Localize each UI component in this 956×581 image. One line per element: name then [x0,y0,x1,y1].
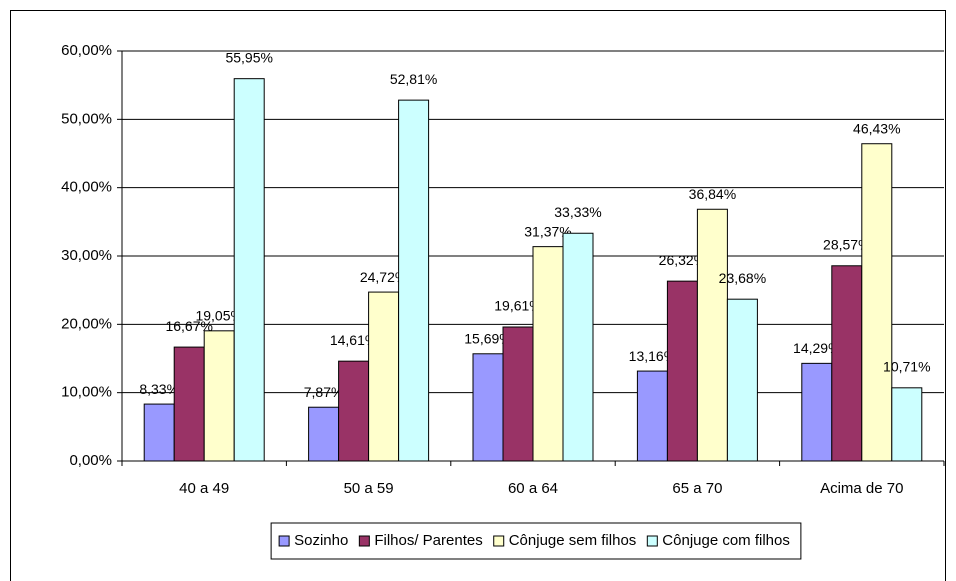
value-label: 33,33% [554,204,601,220]
bar [472,353,504,462]
bar [203,330,235,462]
value-label: 16,67% [165,318,212,334]
bar [143,403,175,462]
bar [233,78,265,462]
value-label: 31,37% [524,223,571,239]
value-label: 23,68% [719,270,766,286]
legend-label: Sozinho [294,532,348,549]
legend-swatch [278,535,290,547]
y-tick-label: 20,00% [61,315,112,332]
y-tick-label: 10,00% [61,384,112,401]
value-label: 19,61% [494,298,541,314]
bar [726,298,758,462]
bar [368,291,400,462]
y-tick-label: 30,00% [61,247,112,264]
bar [831,265,863,462]
legend-label: Cônjuge com filhos [662,532,790,549]
value-label: 8,33% [139,381,179,397]
x-tick-label: 65 a 70 [672,480,722,497]
bar [398,99,430,462]
bar [891,387,923,462]
legend-label: Filhos/ Parentes [374,532,482,549]
value-label: 52,81% [390,71,437,87]
value-label: 28,57% [823,236,870,252]
value-label: 7,87% [304,384,344,400]
value-label: 26,32% [659,252,706,268]
bar [801,362,833,462]
value-label: 14,29% [793,340,840,356]
value-label: 46,43% [853,120,900,136]
bar [173,346,205,462]
legend-swatch [493,535,505,547]
x-tick-label: 40 a 49 [179,480,229,497]
bar [636,370,668,462]
y-tick-label: 40,00% [61,179,112,196]
bar [532,246,564,462]
bar [696,208,728,462]
bar [562,232,594,462]
bar [502,326,534,462]
x-tick-label: Acima de 70 [820,480,903,497]
y-tick-label: 60,00% [61,42,112,59]
bar [338,360,370,462]
x-tick-label: 60 a 64 [508,480,558,497]
value-label: 13,16% [629,348,676,364]
x-tick-label: 50 a 59 [344,480,394,497]
legend-swatch [646,535,658,547]
legend-swatch [358,535,370,547]
bar [308,406,340,462]
value-label: 24,72% [360,269,407,285]
value-label: 36,84% [689,186,736,202]
bar [666,280,698,462]
value-label: 55,95% [225,49,272,65]
legend-label: Cônjuge sem filhos [509,532,637,549]
value-label: 19,05% [195,308,242,324]
value-label: 10,71% [883,359,930,375]
value-label: 15,69% [464,330,511,346]
y-tick-label: 0,00% [69,452,112,469]
value-label: 14,61% [330,332,377,348]
chart-border [10,10,946,581]
legend: Sozinho Filhos/ Parentes Cônjuge sem filho… [270,522,802,560]
y-tick-label: 50,00% [61,110,112,127]
bar [861,143,893,462]
